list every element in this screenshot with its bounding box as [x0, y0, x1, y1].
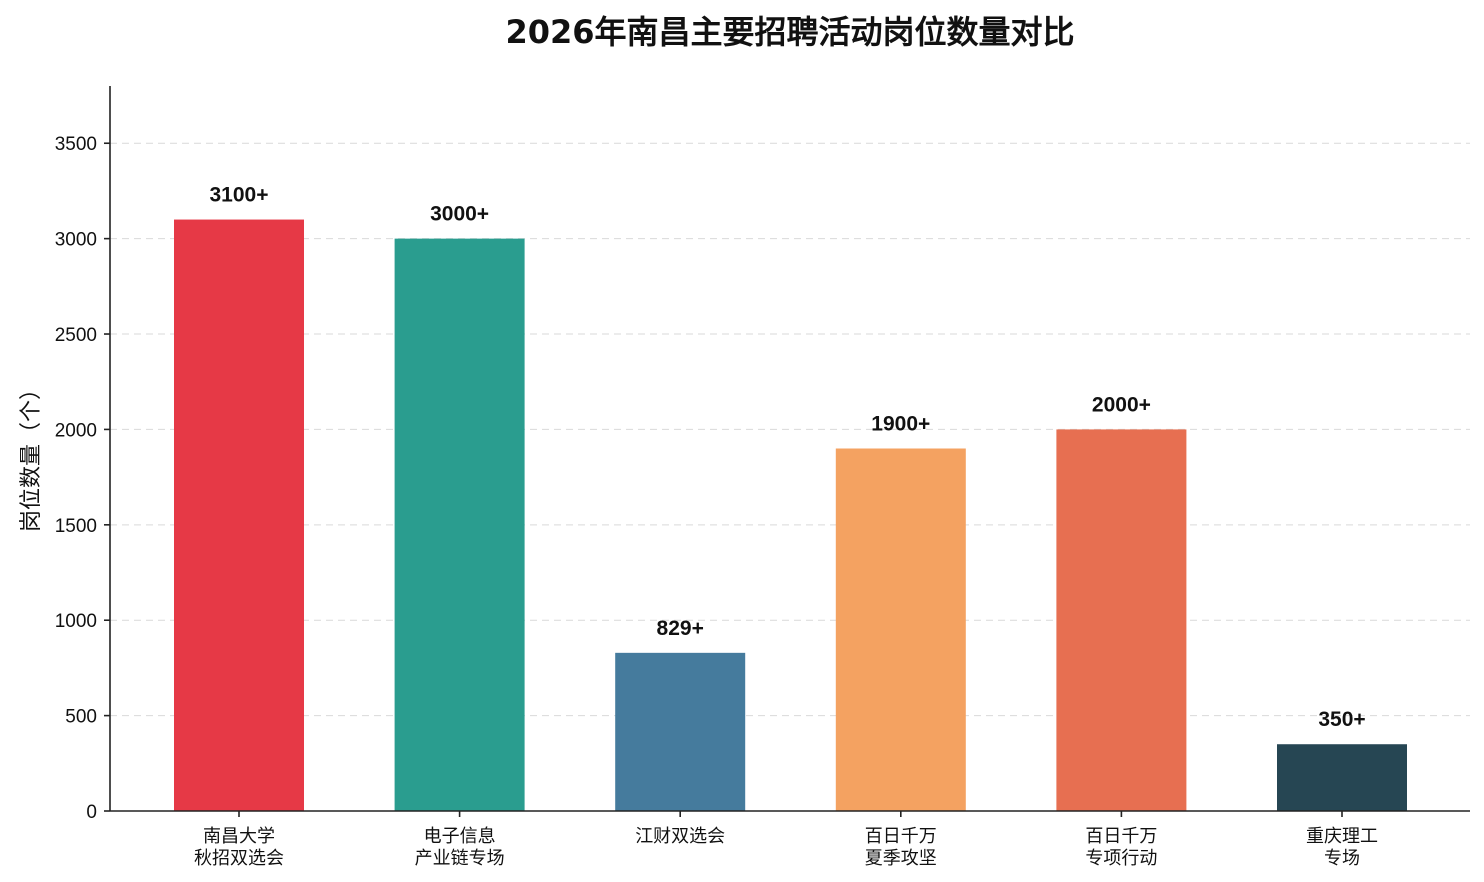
- data-label: 3100+: [210, 184, 269, 207]
- y-tick-label: 3000: [55, 230, 97, 251]
- y-tick-label: 1000: [55, 611, 97, 632]
- data-labels: 3100+ 3000+ 829+ 1900+ 2000+ 350+: [210, 184, 1366, 732]
- x-tick-label: 电子信息: [424, 826, 496, 847]
- bar: [174, 219, 304, 812]
- x-tick-label: 专项行动: [1085, 848, 1157, 869]
- bar: [1277, 744, 1407, 811]
- y-tick-label: 2500: [55, 325, 97, 346]
- y-axis-label: 岗位数量（个）: [19, 378, 44, 532]
- x-tick-label: 百日千万: [1085, 826, 1157, 847]
- y-tick-label: 0: [86, 802, 97, 823]
- x-tick-label: 百日千万: [865, 826, 937, 847]
- grid-lines: [110, 142, 1470, 717]
- bar: [615, 652, 746, 811]
- chart-title: 2026年南昌主要招聘活动岗位数量对比: [505, 13, 1074, 51]
- data-label: 829+: [657, 617, 704, 640]
- y-tick-label: 3500: [55, 134, 97, 155]
- bar: [835, 448, 966, 811]
- x-tick-label: 秋招双选会: [194, 848, 284, 869]
- bars: [174, 219, 1407, 812]
- bar: [394, 238, 525, 811]
- y-tick-label: 2000: [55, 420, 97, 441]
- data-label: 350+: [1318, 708, 1365, 731]
- data-label: 2000+: [1092, 393, 1151, 416]
- x-tick-label: 江财双选会: [635, 826, 725, 847]
- data-label: 1900+: [871, 413, 930, 436]
- bar: [1056, 429, 1187, 811]
- y-tick-label: 500: [65, 707, 97, 728]
- x-tick-label: 产业链专场: [415, 848, 505, 869]
- x-tick-label: 夏季攻坚: [865, 848, 937, 869]
- x-tick-label: 专场: [1324, 848, 1360, 869]
- y-tick-label: 1500: [55, 516, 97, 537]
- data-label: 3000+: [430, 203, 489, 226]
- x-tick-label: 重庆理工: [1306, 826, 1378, 847]
- x-tick-label: 南昌大学: [203, 826, 275, 847]
